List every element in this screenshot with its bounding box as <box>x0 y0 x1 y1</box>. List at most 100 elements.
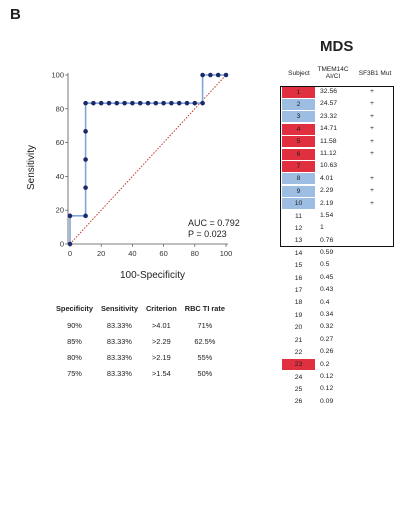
subject-id: 20 <box>294 324 303 332</box>
cell-rbc-ti-rate: 71% <box>197 321 213 330</box>
subject-id: 15 <box>294 262 303 270</box>
tmem14c-value: 23.32 <box>320 112 338 120</box>
subject-id: 17 <box>294 286 303 294</box>
subject-row: 15 0.5 <box>280 259 400 271</box>
tmem14c-value: 0.43 <box>320 286 334 294</box>
subject-row: 3 23.32 + <box>280 111 400 123</box>
sf3b1-mut: + <box>370 137 374 145</box>
criterion-header-row: Specificity Sensitivity Criterion RBC TI… <box>52 304 229 319</box>
tmem14c-value: 0.26 <box>320 348 334 356</box>
tmem14c-value: 11.58 <box>320 137 337 145</box>
criterion-table: Specificity Sensitivity Criterion RBC TI… <box>52 304 229 383</box>
subject-id: 14 <box>294 249 303 257</box>
auc-value: AUC = 0.792 <box>188 218 240 228</box>
subject-id: 26 <box>294 398 303 406</box>
y-tick-label: 40 <box>56 172 64 181</box>
roc-point <box>223 72 229 78</box>
cell-sensitivity: 83.33% <box>106 353 132 362</box>
subject-id: 9 <box>282 185 315 197</box>
reference-line <box>69 74 227 245</box>
roc-point <box>192 100 198 106</box>
subject-id: 10 <box>282 198 315 210</box>
roc-point <box>114 100 120 106</box>
cell-criterion: >1.54 <box>151 369 171 378</box>
cell-rbc-ti-rate: 55% <box>197 353 213 362</box>
subject-id: 5 <box>282 136 315 148</box>
tmem14c-value: 0.12 <box>320 372 334 380</box>
x-tick-label: 20 <box>97 249 105 258</box>
roc-point <box>122 100 127 106</box>
tmem14c-value: 0.34 <box>320 311 334 319</box>
mds-title: MDS <box>320 38 354 55</box>
subject-row: 9 2.29 + <box>280 185 400 197</box>
roc-point <box>176 100 182 106</box>
roc-point <box>184 100 190 106</box>
sf3b1-mut: + <box>370 100 374 108</box>
tmem14c-value: 14.71 <box>320 125 338 133</box>
panel-label: B <box>10 6 21 23</box>
header-sensitivity: Sensitivity <box>100 304 138 313</box>
cell-criterion: >2.29 <box>151 337 171 346</box>
tmem14c-value: 0.09 <box>320 397 334 405</box>
roc-point <box>200 100 205 106</box>
subject-row: 2 24.57 + <box>280 98 400 111</box>
subject-id: 7 <box>282 161 315 173</box>
tmem14c-value: 1 <box>320 224 324 232</box>
subject-row: 13 0.76 <box>280 235 400 247</box>
roc-point <box>161 100 166 106</box>
subject-id: 23 <box>282 359 315 371</box>
subject-row: 26 0.09 <box>280 396 400 408</box>
cell-sensitivity: 83.33% <box>106 337 132 346</box>
subject-row: 24 0.12 <box>280 371 400 383</box>
table-row: 85% 83.33% >2.29 62.5% <box>52 335 229 351</box>
header-rbc-ti-rate: RBC TI rate <box>184 304 225 313</box>
subject-row: 1 32.56 + <box>280 86 400 98</box>
y-tick-label: 20 <box>56 206 64 215</box>
subject-id: 13 <box>294 237 303 245</box>
subject-id: 3 <box>282 111 315 123</box>
tmem14c-value: 1.54 <box>320 211 334 219</box>
subject-id: 24 <box>294 373 303 381</box>
y-tick-label: 60 <box>56 138 64 147</box>
x-tick-label: 100 <box>220 249 233 258</box>
x-tick-label: 80 <box>191 249 199 258</box>
y-tick-label: 100 <box>51 71 64 80</box>
tmem14c-value: 0.59 <box>320 249 334 257</box>
table-row: 80% 83.33% >2.19 55% <box>52 351 229 367</box>
tmem14c-value: 32.56 <box>320 88 338 95</box>
roc-point <box>83 129 88 134</box>
tmem14c-value: 2.29 <box>320 187 334 195</box>
roc-point <box>67 213 73 219</box>
sf3b1-header: SF3B1 Mut <box>358 70 392 77</box>
header-specificity: Specificity <box>56 304 93 313</box>
sf3b1-mut: + <box>370 174 374 182</box>
tmem14c-value: 0.12 <box>320 385 334 393</box>
roc-point <box>145 100 151 106</box>
roc-point <box>83 185 88 190</box>
roc-point <box>83 100 88 106</box>
tmem14c-value: 0.5 <box>320 261 330 269</box>
subject-id: 11 <box>294 212 303 220</box>
subject-row: 19 0.34 <box>280 309 400 321</box>
tmem14c-value: 0.27 <box>320 335 334 343</box>
tmem14c-value: 10.63 <box>320 162 338 170</box>
sf3b1-mut: + <box>370 187 374 195</box>
subject-table: 1 32.56 +2 24.57 +3 23.32 +4 14.71 +5 11.58 +6 11.1… <box>280 86 400 408</box>
x-axis-label: 100-Specificity <box>120 270 186 281</box>
subject-row: 11 1.54 <box>280 210 400 222</box>
subject-row: 14 0.59 <box>280 247 400 259</box>
roc-point <box>130 100 135 106</box>
y-axis-label: Sensitivity <box>26 144 37 190</box>
tmem14c-value: 4.01 <box>320 174 334 182</box>
roc-points <box>67 72 229 247</box>
subject-row: 10 2.19 + <box>280 198 400 210</box>
tmem14c-value: 11.12 <box>320 149 337 157</box>
tmem14c-value: 0.2 <box>320 360 330 368</box>
tmem-header: TMEM14C AI/CI <box>317 66 349 80</box>
roc-point <box>91 100 96 106</box>
subject-row: 25 0.12 <box>280 383 400 395</box>
subject-row: 21 0.27 <box>280 334 400 346</box>
roc-point <box>200 72 205 78</box>
subject-row: 20 0.32 <box>280 321 400 333</box>
